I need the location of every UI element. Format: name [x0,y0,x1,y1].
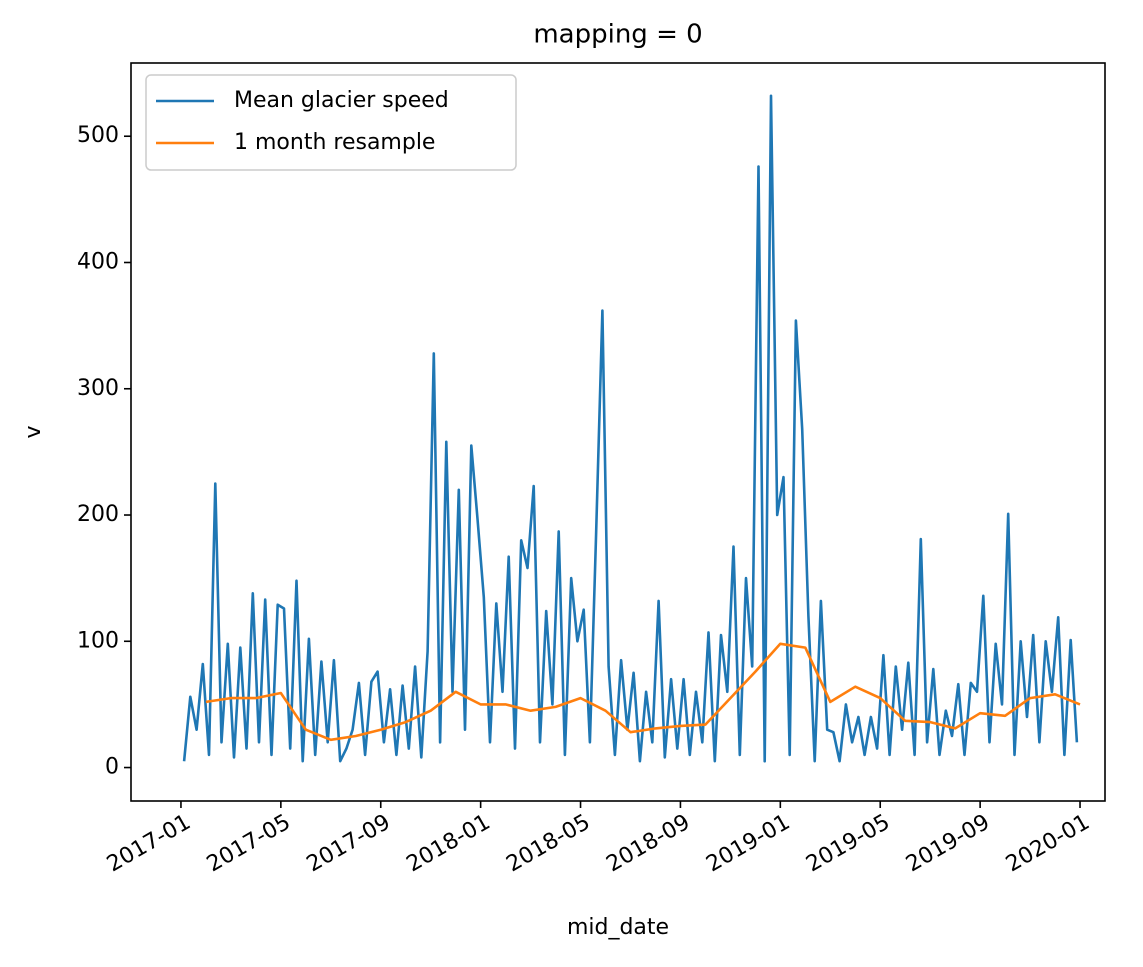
x-tick-label: 2017-05 [203,810,295,878]
plot-frame [130,62,1106,802]
y-tick-label: 500 [77,123,119,148]
series-line [182,94,1079,763]
x-tick-label: 2019-01 [702,810,794,878]
y-tick-label: 300 [77,376,119,401]
chart-title: mapping = 0 [533,20,702,50]
x-tick-label: 2018-09 [602,810,694,878]
x-tick-label: 2018-01 [403,810,495,878]
x-tick-label: 2019-09 [902,810,994,878]
y-tick-label: 400 [77,249,119,274]
x-tick-label: 2018-05 [502,810,594,878]
x-axis-label: mid_date [567,915,669,940]
x-tick-label: 2020-01 [1002,810,1094,878]
legend-label: Mean glacier speed [234,88,449,113]
legend-box [145,74,517,171]
y-tick-label: 100 [77,628,119,653]
legend-label: 1 month resample [234,130,435,155]
series-line [205,642,1081,742]
x-tick-label: 2019-05 [802,810,894,878]
y-axis-label: v [21,425,46,438]
x-tick-label: 2017-01 [103,810,195,878]
y-tick-label: 200 [77,502,119,527]
x-tick-label: 2017-09 [303,810,395,878]
y-tick-label: 0 [105,755,119,780]
